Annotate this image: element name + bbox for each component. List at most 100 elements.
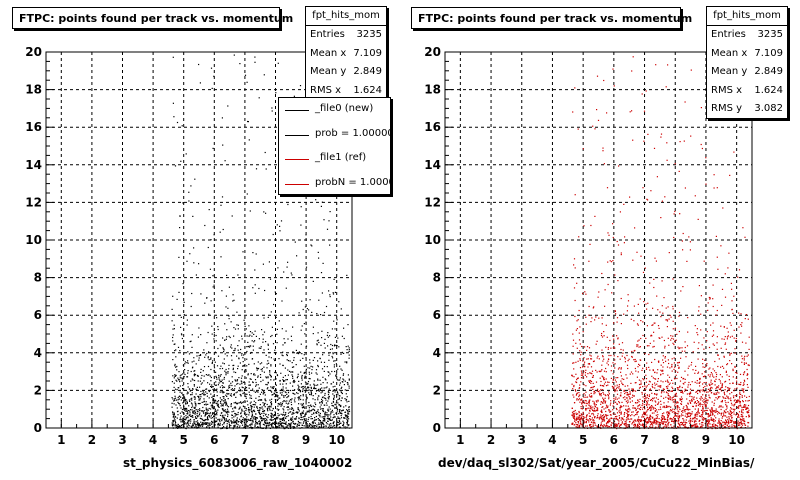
data-point — [724, 343, 726, 345]
data-point — [681, 423, 683, 425]
data-point — [327, 391, 330, 393]
data-point — [673, 213, 675, 215]
data-point — [322, 408, 324, 410]
data-point — [233, 419, 235, 421]
data-point — [676, 362, 679, 364]
data-point — [657, 398, 659, 400]
data-point — [728, 375, 730, 377]
data-point — [636, 344, 638, 346]
data-point — [209, 413, 211, 415]
data-point — [213, 338, 215, 340]
data-point — [576, 416, 578, 418]
data-point — [336, 421, 339, 423]
data-point — [628, 407, 630, 409]
data-point — [292, 408, 294, 410]
data-point — [706, 340, 708, 342]
data-point — [177, 399, 179, 401]
data-point — [189, 412, 191, 414]
data-point — [699, 423, 701, 425]
data-point — [586, 349, 588, 351]
data-point — [336, 345, 338, 347]
data-point — [280, 413, 282, 415]
data-point — [619, 424, 621, 426]
data-point — [318, 412, 320, 414]
data-point — [289, 411, 291, 413]
data-point — [295, 411, 297, 414]
data-point — [699, 402, 701, 404]
data-point — [702, 404, 704, 406]
data-point — [601, 323, 603, 325]
data-point — [638, 408, 640, 410]
data-point — [300, 414, 302, 416]
data-point — [247, 374, 249, 376]
data-point — [589, 389, 591, 391]
data-point — [700, 414, 703, 416]
data-point — [725, 422, 727, 424]
data-point — [664, 421, 666, 423]
data-point — [245, 424, 247, 426]
data-point — [662, 388, 664, 390]
data-point — [326, 334, 328, 336]
data-point — [313, 409, 315, 411]
data-point — [259, 416, 262, 418]
data-point — [670, 409, 672, 411]
data-point — [607, 381, 609, 383]
data-point — [222, 386, 224, 388]
data-point — [682, 382, 684, 385]
data-point — [668, 421, 670, 423]
data-point — [743, 388, 745, 390]
data-point — [187, 351, 189, 353]
data-point — [707, 426, 709, 428]
data-point — [287, 338, 289, 340]
data-point — [635, 420, 637, 422]
data-point — [314, 406, 316, 408]
data-point — [253, 333, 255, 335]
data-point — [172, 416, 174, 418]
data-point — [712, 343, 714, 345]
data-point — [738, 422, 740, 424]
data-point — [267, 348, 269, 350]
data-point — [201, 410, 203, 412]
data-point — [720, 366, 722, 368]
data-point — [666, 320, 669, 322]
data-point — [323, 311, 326, 314]
data-point — [205, 404, 207, 406]
data-point — [226, 426, 228, 428]
data-point — [189, 341, 191, 343]
data-point — [680, 424, 682, 426]
data-point — [184, 363, 186, 365]
data-point — [637, 324, 639, 326]
data-point — [181, 411, 183, 413]
data-point — [692, 405, 694, 407]
data-point — [713, 423, 715, 425]
data-point — [579, 426, 581, 428]
data-point — [601, 385, 603, 387]
data-point — [733, 295, 735, 297]
data-point — [233, 350, 235, 352]
data-point — [297, 424, 299, 426]
data-point — [203, 419, 205, 422]
data-point — [573, 258, 576, 260]
data-point — [574, 299, 576, 302]
data-point — [264, 420, 266, 423]
data-point — [697, 413, 699, 415]
data-point — [196, 374, 199, 377]
data-point — [659, 311, 661, 313]
data-point — [301, 379, 303, 381]
data-point — [603, 383, 606, 385]
data-point — [699, 378, 701, 380]
data-point — [603, 378, 605, 381]
data-point — [228, 286, 230, 288]
data-point — [729, 354, 731, 356]
data-point — [323, 397, 325, 399]
data-point — [675, 339, 677, 341]
data-point — [288, 419, 290, 422]
data-point — [267, 414, 270, 416]
data-point — [307, 386, 309, 388]
data-point — [714, 415, 716, 417]
data-point — [307, 387, 309, 389]
data-point — [596, 401, 598, 403]
data-point — [243, 371, 246, 373]
data-point — [625, 419, 627, 421]
data-point — [214, 410, 216, 412]
